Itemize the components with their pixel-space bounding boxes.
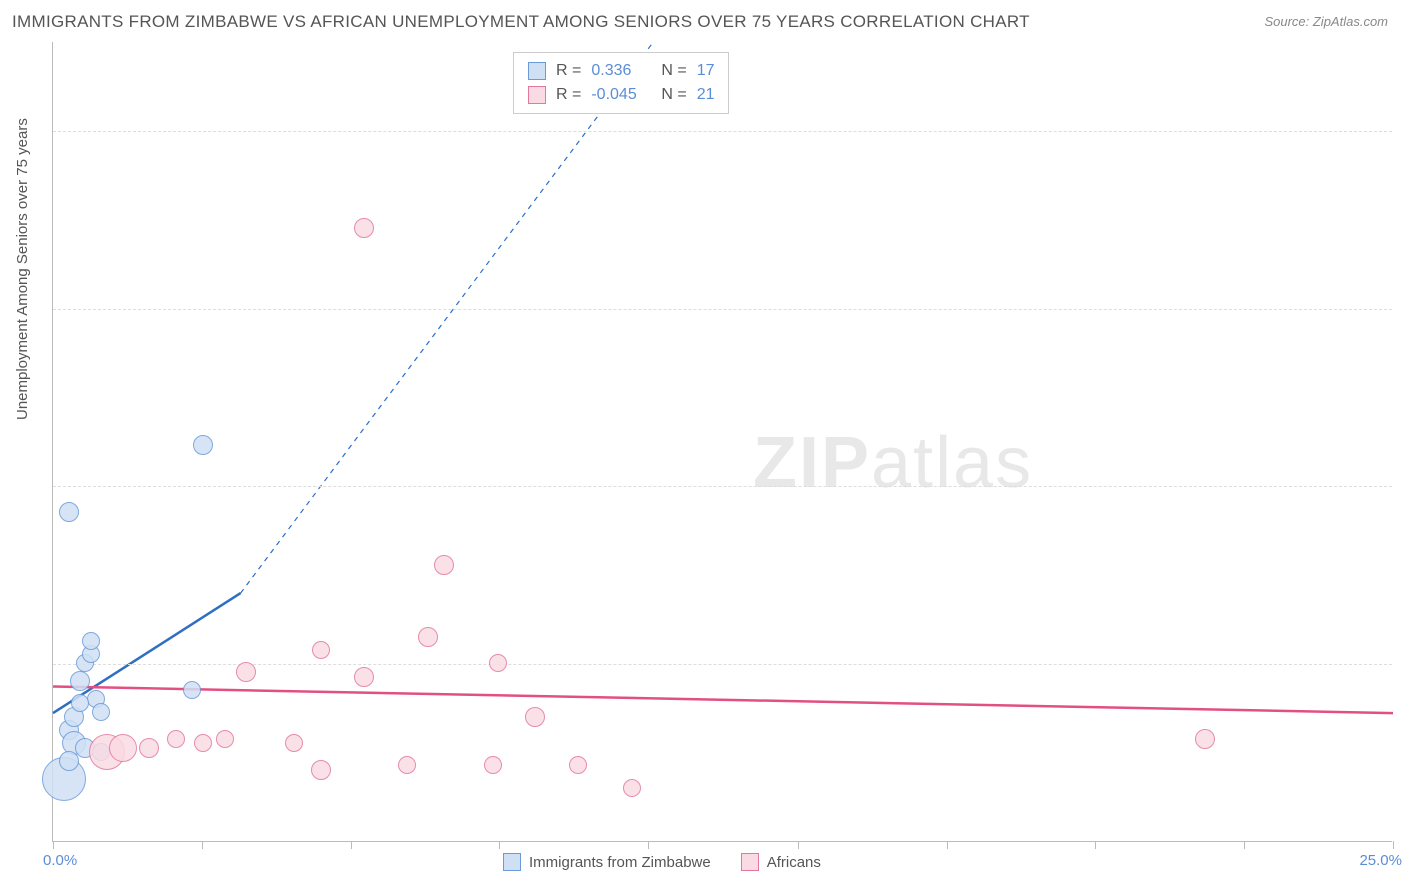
chart-plot-area: ZIPatlas R =0.336N =17R =-0.045N =21 Imm… [52,42,1392,842]
n-label: N = [661,83,686,107]
data-point [92,703,110,721]
legend-series-label: Africans [767,854,821,871]
chart-title: IMMIGRANTS FROM ZIMBABWE VS AFRICAN UNEM… [12,12,1030,32]
data-point [354,667,374,687]
x-tick [648,841,649,849]
data-point [398,756,416,774]
data-point [311,760,331,780]
legend-correlation-row: R = -0.045 N = 21 [528,83,714,107]
data-point [70,671,90,691]
trend-line [53,686,1393,713]
r-value: -0.045 [591,83,651,107]
data-point [82,632,100,650]
legend-swatch [503,853,521,871]
data-point [193,435,213,455]
r-label: R = [556,59,581,83]
x-tick [1393,841,1394,849]
data-point [139,738,159,758]
data-point [312,641,330,659]
data-point [59,751,79,771]
gridline [53,486,1392,487]
gridline [53,309,1392,310]
trend-lines-layer [53,42,1392,841]
legend-series-label: Immigrants from Zimbabwe [529,854,711,871]
gridline [53,131,1392,132]
data-point [236,662,256,682]
n-value: 17 [697,59,715,83]
legend-swatch [528,86,546,104]
x-axis-max-label: 25.0% [1359,852,1402,869]
x-tick [53,841,54,849]
r-value: 0.336 [591,59,651,83]
x-tick [947,841,948,849]
y-axis-label: Unemployment Among Seniors over 75 years [14,118,31,420]
data-point [216,730,234,748]
legend-correlation-row: R = 0.336 N = 17 [528,59,714,83]
x-axis-min-label: 0.0% [43,852,77,869]
data-point [569,756,587,774]
x-tick [351,841,352,849]
data-point [418,627,438,647]
data-point [434,555,454,575]
trend-line-extrapolated [241,42,654,593]
data-point [525,707,545,727]
x-tick [1095,841,1096,849]
x-tick [1244,841,1245,849]
data-point [59,502,79,522]
legend-series-item: Africans [741,853,821,871]
data-point [623,779,641,797]
n-value: 21 [697,83,715,107]
data-point [183,681,201,699]
x-tick [798,841,799,849]
data-point [1195,729,1215,749]
r-label: R = [556,83,581,107]
data-point [354,218,374,238]
data-point [285,734,303,752]
legend-swatch [528,62,546,80]
source-attribution: Source: ZipAtlas.com [1264,14,1388,29]
legend-swatch [741,853,759,871]
data-point [484,756,502,774]
series-legend: Immigrants from Zimbabwe Africans [503,853,821,871]
x-tick [499,841,500,849]
data-point [71,694,89,712]
n-label: N = [661,59,686,83]
legend-series-item: Immigrants from Zimbabwe [503,853,711,871]
x-tick [202,841,203,849]
data-point [194,734,212,752]
data-point [489,654,507,672]
data-point [109,734,137,762]
correlation-legend: R = 0.336 N = 17 R = -0.045 N = 21 [513,52,729,114]
data-point [167,730,185,748]
